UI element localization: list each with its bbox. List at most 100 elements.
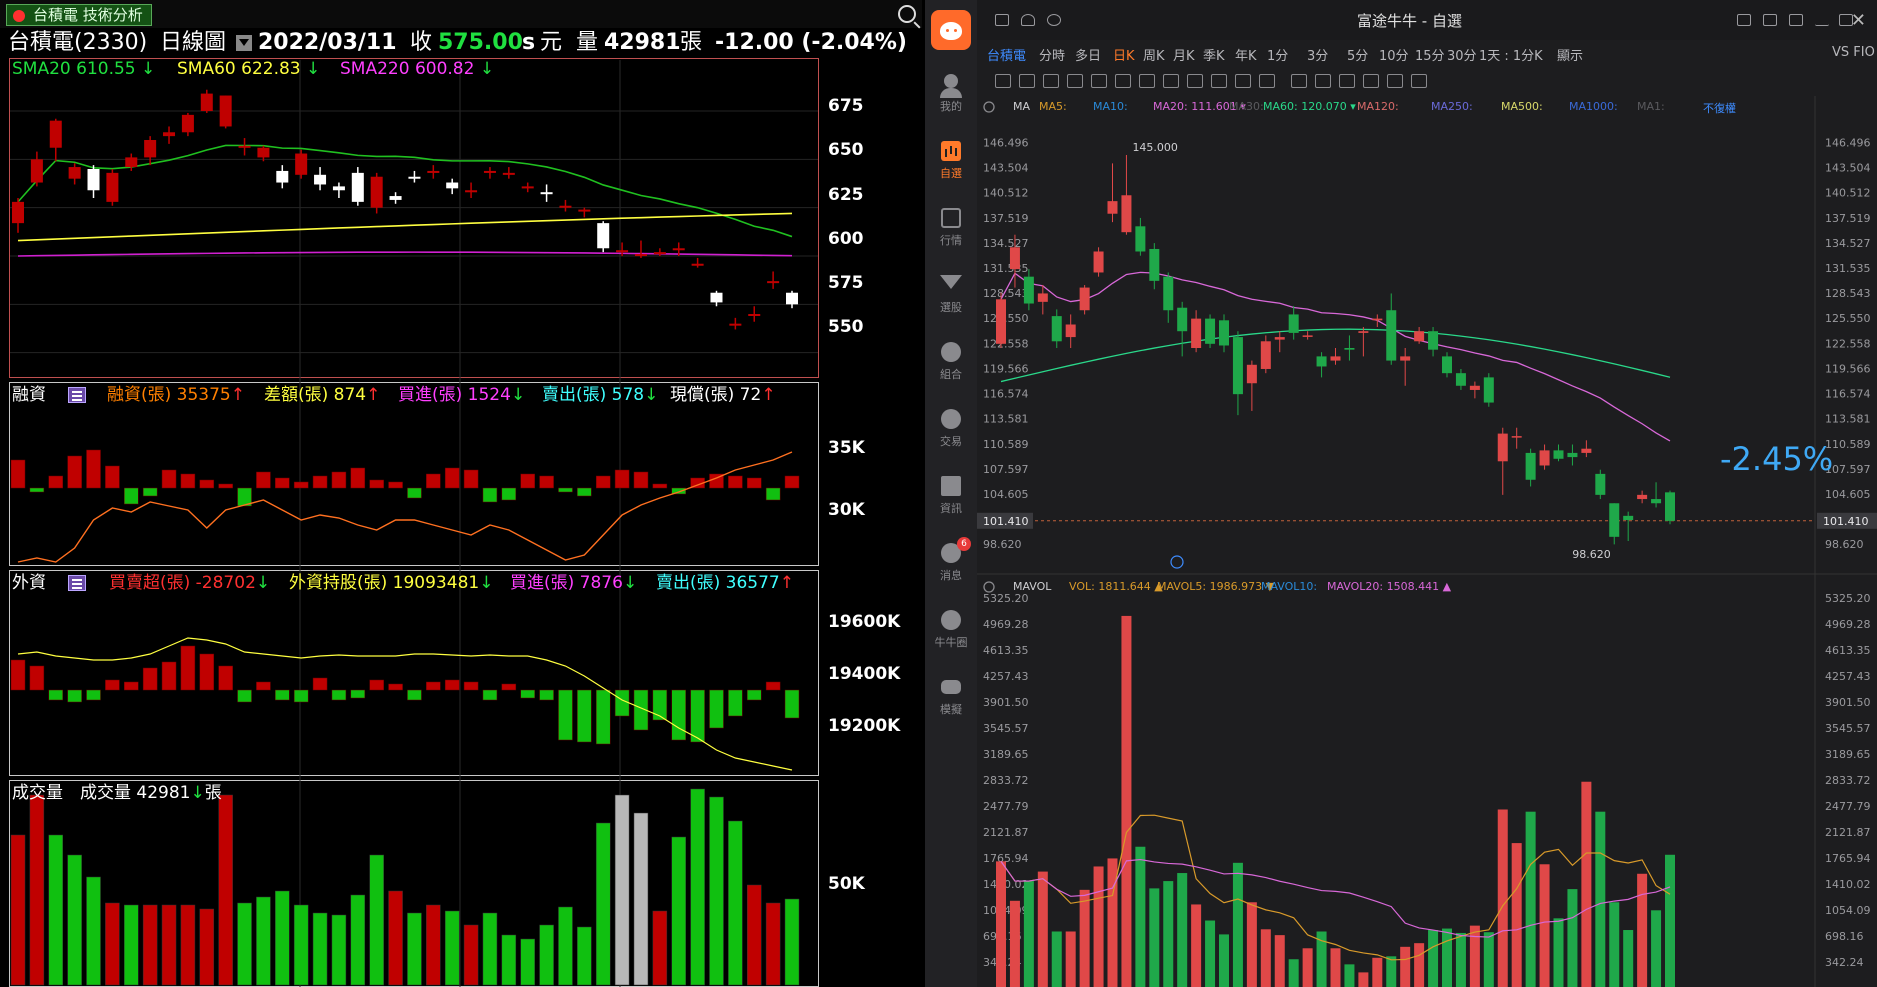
sma20-legend: SMA20 610.55 ↓: [12, 59, 156, 79]
volume-bar: [29, 794, 45, 986]
minimize-arrows-icon[interactable]: [1789, 14, 1803, 26]
bell-icon[interactable]: [1021, 14, 1035, 26]
period-tabs: 台積電 分時 多日 日K 周K 月K 季K 年K 1分 3分 5分 10分 15分 30分 1天 : 1分K…: [977, 40, 1877, 68]
tab-period[interactable]: 周K: [1143, 49, 1165, 64]
nav-item-user[interactable]: 我的: [925, 74, 977, 134]
nav-item-market[interactable]: 行情: [925, 208, 977, 268]
price-panel[interactable]: [9, 58, 819, 378]
foreign-bar: [633, 689, 649, 731]
tab-period[interactable]: 30分: [1447, 49, 1477, 64]
nav-item-moon[interactable]: 牛牛圈: [925, 610, 977, 670]
price-axis-label: 625: [828, 185, 864, 205]
nav-item-news[interactable]: 資訊: [925, 476, 977, 536]
drawing-tool-icon[interactable]: [1259, 74, 1275, 88]
menu-icon[interactable]: [995, 14, 1009, 26]
candle-body: [446, 182, 459, 189]
adjust-toggle[interactable]: 不復權: [1703, 102, 1736, 115]
left-tech-analysis-window: 台積電 技術分析 台積電(2330) 日線圖 2022/03/11 收 575.…: [0, 0, 922, 987]
ma-header: MA MA5: MA10: MA20: 111.601 ▾ MA30: MA60: 120…: [977, 98, 1877, 116]
candle-body: [1428, 331, 1439, 350]
drawing-tool-icon[interactable]: [1387, 74, 1403, 88]
margin-panel[interactable]: [9, 382, 819, 566]
price-axis-label: 675: [828, 96, 864, 116]
tab-period[interactable]: 15分: [1415, 49, 1445, 64]
headset-icon[interactable]: [1737, 14, 1751, 26]
volume-bar: [1023, 881, 1034, 987]
margin-bar: [10, 459, 26, 489]
margin-bar: [369, 479, 384, 489]
candle-body: [295, 153, 308, 175]
volume-axis-label-left: 4613.35: [983, 644, 1029, 657]
candle-body: [68, 167, 81, 179]
nav-item-trade[interactable]: 交易: [925, 409, 977, 469]
tab-period[interactable]: 10分: [1379, 49, 1409, 64]
volume-bar: [1232, 862, 1243, 987]
mavol20-line: [1000, 858, 1671, 938]
nav-label: 選股: [940, 301, 962, 314]
shirt-icon[interactable]: [1763, 14, 1777, 26]
settings-icon[interactable]: [983, 581, 995, 593]
close-price: 575.00: [438, 30, 523, 55]
volume-bar: [1525, 811, 1536, 987]
tab-period[interactable]: 季K: [1203, 49, 1225, 64]
zoom-icon[interactable]: [898, 5, 916, 23]
tab-period[interactable]: 分時: [1039, 49, 1066, 64]
drawing-tool-icon[interactable]: [995, 74, 1011, 88]
drawing-tool-icon[interactable]: [1235, 74, 1251, 88]
nav-item-message[interactable]: 6 消息: [925, 537, 977, 603]
nav-item-pie[interactable]: 組合: [925, 342, 977, 402]
tab-period[interactable]: 多日: [1075, 49, 1102, 64]
drawing-tool-icon[interactable]: [1067, 74, 1083, 88]
candle-body: [200, 93, 213, 111]
settings-icon[interactable]: [983, 101, 995, 113]
foreign-bar: [199, 653, 215, 691]
maximize-icon[interactable]: [1839, 14, 1853, 26]
list-icon[interactable]: [68, 387, 86, 403]
foreign-bar: [237, 689, 252, 703]
tab-period[interactable]: 月K: [1173, 49, 1195, 64]
list-icon[interactable]: [68, 575, 86, 591]
drawing-tool-icon[interactable]: [1019, 74, 1035, 88]
period-dropdown-icon[interactable]: [236, 35, 252, 51]
drawing-tool-icon[interactable]: [1091, 74, 1107, 88]
volume-bar: [1581, 781, 1592, 987]
drawing-tool-icon[interactable]: [1211, 74, 1227, 88]
tab-period[interactable]: 5分: [1347, 49, 1369, 64]
price-axis-label: 575: [828, 273, 864, 293]
nav-item-watchlist[interactable]: 自選: [925, 141, 977, 201]
tab-period[interactable]: 3分: [1307, 49, 1329, 64]
close-icon[interactable]: ✕: [1850, 10, 1866, 31]
search-icon[interactable]: [1047, 14, 1061, 26]
nav-item-funnel[interactable]: 選股: [925, 275, 977, 335]
drawing-tool-icon[interactable]: [1363, 74, 1379, 88]
volume-bar: [1567, 889, 1578, 987]
volume-bar: [765, 902, 781, 986]
tab-period[interactable]: 1天 : 1分K: [1479, 49, 1543, 64]
foreign-panel[interactable]: [9, 570, 819, 776]
tab-period[interactable]: VS FIO: [1832, 45, 1875, 60]
nav-item-gamepad[interactable]: 模擬: [925, 677, 977, 737]
margin-bar: [86, 449, 101, 489]
drawing-tool-icon[interactable]: [1115, 74, 1131, 88]
margin-bar: [746, 477, 762, 489]
volume-axis-label-right: 342.24: [1825, 956, 1864, 969]
tab-period[interactable]: 1分: [1267, 49, 1289, 64]
drawing-tool-icon[interactable]: [1291, 74, 1307, 88]
minimize-icon[interactable]: [1815, 14, 1829, 26]
drawing-tool-icon[interactable]: [1315, 74, 1331, 88]
tab-tech-analysis[interactable]: 台積電 技術分析: [6, 4, 152, 26]
drawing-tool-icon[interactable]: [1339, 74, 1355, 88]
volume-axis-label-right: 698.16: [1825, 930, 1864, 943]
drawing-tool-icon[interactable]: [1043, 74, 1059, 88]
tab-period[interactable]: 日K: [1113, 49, 1135, 64]
volume-bar: [1288, 959, 1299, 987]
tab-period[interactable]: 年K: [1235, 49, 1257, 64]
candle-body: [1065, 324, 1076, 338]
tab-period[interactable]: 顯示: [1557, 49, 1584, 64]
tab-stock[interactable]: 台積電: [987, 49, 1027, 64]
drawing-tool-icon[interactable]: [1187, 74, 1203, 88]
drawing-tool-icon[interactable]: [1163, 74, 1179, 88]
drawing-tool-icon[interactable]: [1139, 74, 1155, 88]
drawing-tool-icon[interactable]: [1411, 74, 1427, 88]
event-marker-icon[interactable]: [1170, 555, 1184, 569]
